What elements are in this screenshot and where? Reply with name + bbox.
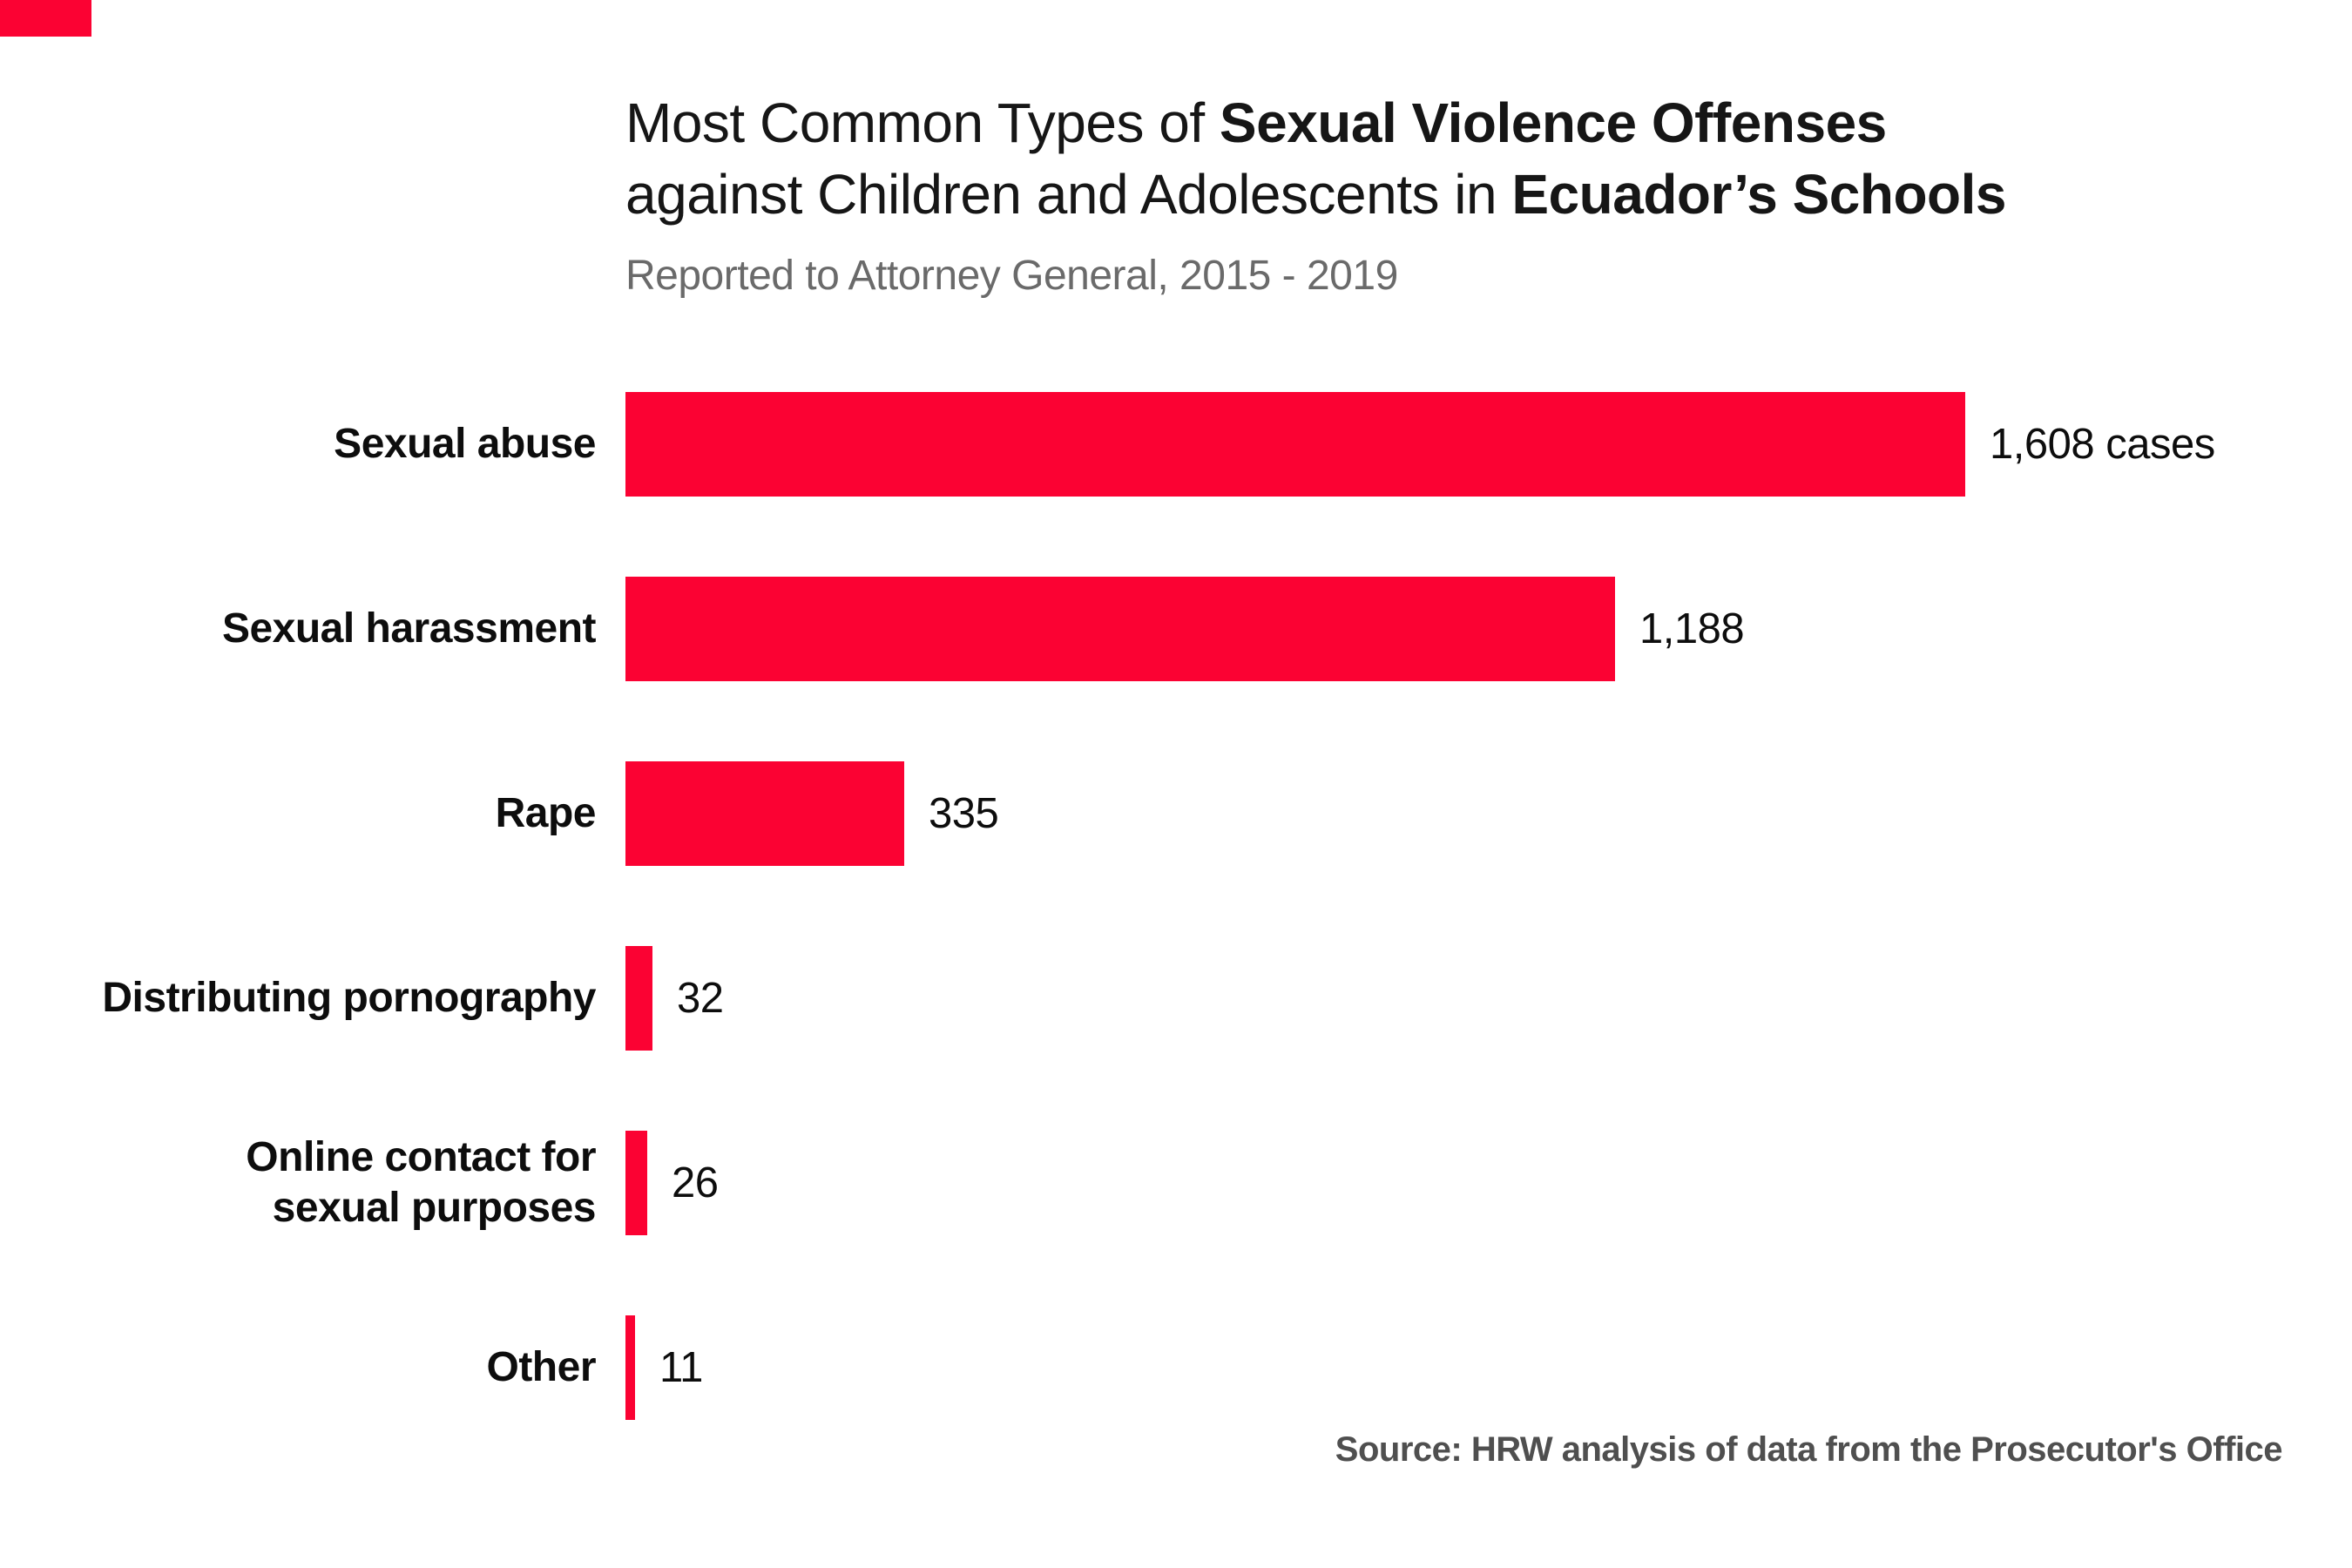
- chart-subtitle: Reported to Attorney General, 2015 - 201…: [625, 253, 1398, 299]
- category-label-line: Rape: [495, 790, 597, 836]
- value-label: 1,188: [1639, 605, 1745, 652]
- bar: [625, 761, 904, 866]
- value-label: 11: [659, 1344, 703, 1391]
- value-label: 1,608 cases: [1990, 421, 2215, 468]
- category-label-line: Sexual abuse: [334, 421, 596, 467]
- value-label: 32: [677, 975, 724, 1022]
- category-label: Sexual abuse: [52, 392, 596, 497]
- value-label: 26: [672, 1159, 719, 1206]
- bar: [625, 1131, 647, 1235]
- title-line2-regular: against Children and Adolescents in: [625, 163, 1512, 226]
- category-label: Rape: [52, 761, 597, 866]
- category-label: Online contact for sexual purposes: [52, 1131, 596, 1235]
- category-label-line: Online contact for: [246, 1134, 596, 1180]
- source-note: Source: HRW analysis of data from the Pr…: [1335, 1430, 2283, 1469]
- category-label-line: Distributing pornography: [102, 975, 596, 1021]
- title-line2-bold: Ecuador’s Schools: [1511, 163, 2006, 226]
- bar: [625, 577, 1615, 681]
- chart-title-line1: Most Common Types of Sexual Violence Off…: [625, 87, 2006, 159]
- title-line1-regular: Most Common Types of: [625, 91, 1220, 154]
- bar: [625, 392, 1965, 497]
- category-label-line: sexual purposes: [272, 1185, 597, 1231]
- hrw-red-logo-mark: [0, 0, 91, 37]
- bar: [625, 1315, 635, 1420]
- bar: [625, 946, 652, 1051]
- chart-title-line2: against Children and Adolescents in Ecua…: [625, 159, 2006, 230]
- category-label-line: Other: [486, 1344, 596, 1390]
- category-label: Distributing pornography: [52, 946, 596, 1051]
- category-label: Sexual harassment: [52, 577, 597, 681]
- value-label: 335: [929, 790, 999, 837]
- title-line1-bold: Sexual Violence Offenses: [1219, 91, 1887, 154]
- category-label: Other: [52, 1315, 596, 1420]
- category-label-line: Sexual harassment: [221, 605, 597, 652]
- chart-title: Most Common Types of Sexual Violence Off…: [625, 87, 2006, 230]
